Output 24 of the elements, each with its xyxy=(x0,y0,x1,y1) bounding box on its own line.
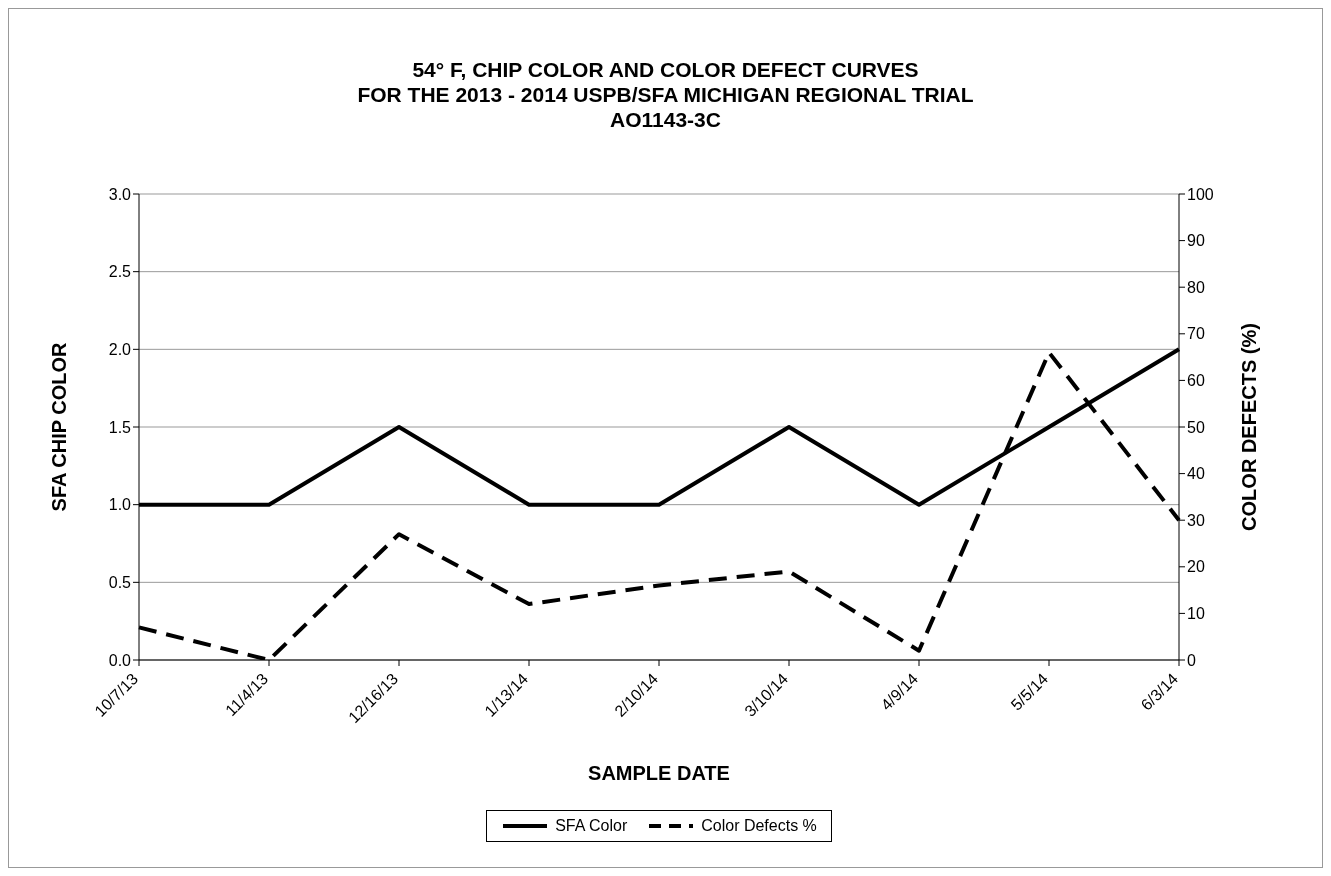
legend-label: Color Defects % xyxy=(700,817,817,835)
y2-tick-label: 40 xyxy=(1187,465,1205,483)
y-tick-label: 1.5 xyxy=(108,418,132,436)
legend-label: SFA Color xyxy=(554,817,628,835)
y2-tick-label: 90 xyxy=(1187,232,1205,250)
y-tick-label: 1.0 xyxy=(108,496,132,514)
y-axis-title: SFA CHIP COLOR xyxy=(48,341,71,512)
y-tick-label: 2.0 xyxy=(108,341,132,359)
y-tick-label: 0.0 xyxy=(108,651,132,669)
x-axis-title: SAMPLE DATE xyxy=(588,762,730,784)
y2-tick-label: 50 xyxy=(1187,418,1205,436)
y-tick-label: 0.5 xyxy=(108,574,132,592)
y2-tick-label: 10 xyxy=(1187,605,1205,623)
y2-axis-title: COLOR DEFECTS (%) xyxy=(1238,323,1261,531)
y2-tick-label: 80 xyxy=(1187,278,1205,296)
y2-tick-label: 70 xyxy=(1187,325,1205,343)
y2-tick-label: 30 xyxy=(1187,511,1205,529)
y2-tick-label: 100 xyxy=(1187,185,1214,203)
y-tick-label: 2.5 xyxy=(108,263,132,281)
chart-title: 54° F, CHIP COLOR AND COLOR DEFECT CURVES FOR THE 2013 - 2014 USPB/SFA MICHIGAN REGIONAL TRIAL AO1143-3C xyxy=(356,57,975,132)
y-tick-label: 3.0 xyxy=(108,185,132,203)
y2-tick-label: 60 xyxy=(1187,372,1205,390)
y2-tick-label: 20 xyxy=(1187,558,1205,576)
y2-tick-label: 0 xyxy=(1187,651,1196,669)
